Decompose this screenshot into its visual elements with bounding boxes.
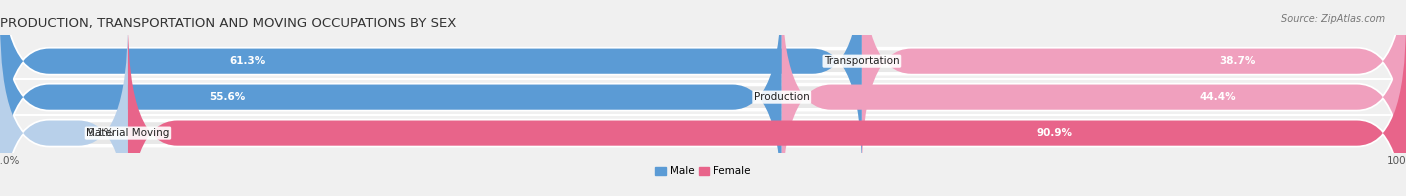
Text: 9.1%: 9.1% [87, 128, 114, 138]
FancyBboxPatch shape [862, 0, 1406, 174]
Text: 90.9%: 90.9% [1036, 128, 1073, 138]
Text: Production: Production [754, 92, 810, 102]
Text: 61.3%: 61.3% [229, 56, 266, 66]
Text: Transportation: Transportation [824, 56, 900, 66]
Text: 44.4%: 44.4% [1199, 92, 1236, 102]
FancyBboxPatch shape [0, 0, 782, 196]
Text: 55.6%: 55.6% [209, 92, 246, 102]
Text: Source: ZipAtlas.com: Source: ZipAtlas.com [1281, 14, 1385, 24]
FancyBboxPatch shape [782, 0, 1406, 196]
FancyBboxPatch shape [128, 20, 1406, 196]
FancyBboxPatch shape [0, 0, 1406, 174]
Text: Material Moving: Material Moving [86, 128, 170, 138]
FancyBboxPatch shape [0, 0, 862, 174]
Legend: Male, Female: Male, Female [651, 162, 755, 181]
FancyBboxPatch shape [0, 20, 128, 196]
Text: PRODUCTION, TRANSPORTATION AND MOVING OCCUPATIONS BY SEX: PRODUCTION, TRANSPORTATION AND MOVING OC… [0, 17, 457, 30]
Text: 38.7%: 38.7% [1219, 56, 1256, 66]
FancyBboxPatch shape [0, 20, 1406, 196]
